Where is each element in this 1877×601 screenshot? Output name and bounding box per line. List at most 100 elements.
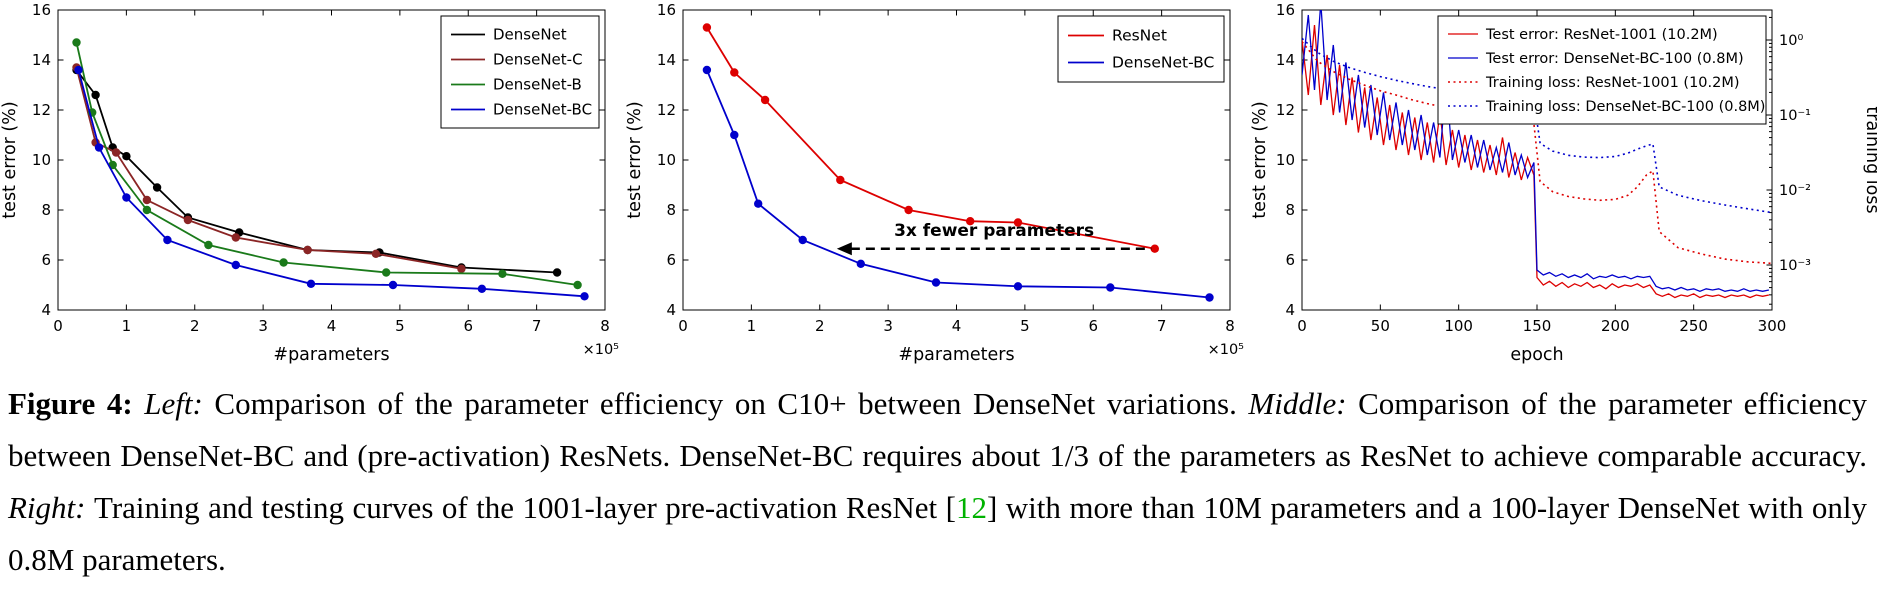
- caption-segment: Right:: [8, 490, 94, 526]
- annotation-text: 3x fewer parameters: [894, 221, 1094, 241]
- legend: Test error: ResNet-1001 (10.2M) Test erro…: [1437, 15, 1767, 125]
- data-point: [754, 199, 763, 208]
- y-tick-label: 8: [41, 201, 51, 219]
- plot-area: [1302, 10, 1772, 299]
- y-tick-label: 16: [1276, 1, 1295, 19]
- data-point: [856, 259, 865, 268]
- y-tick-label: 12: [32, 101, 51, 119]
- legend-label: Training loss: ResNet-1001 (10.2M): [1485, 75, 1740, 91]
- y-tick-label: 6: [666, 251, 676, 269]
- middle-chart: 0 1 2 3 4 5 6 7 8 4 6 8 10 12 14 16 #parameters test erro…: [625, 0, 1250, 376]
- data-point: [904, 205, 913, 215]
- caption-segment: Training and testing curves of the 1001-…: [93, 490, 956, 526]
- y-tick-label: 6: [41, 251, 51, 269]
- x-tick-label: 0: [1297, 317, 1307, 335]
- legend-label: DenseNet-BC: [1112, 54, 1214, 72]
- data-point: [142, 195, 152, 205]
- y-tick-label: 14: [657, 51, 676, 69]
- data-point: [122, 193, 131, 202]
- y-tick-label: 12: [1276, 101, 1295, 119]
- y-tick-label: 16: [32, 1, 51, 19]
- legend-label: DenseNet-C: [493, 51, 583, 69]
- x-tick-label: 5: [395, 317, 405, 335]
- series-line: [75, 67, 462, 270]
- x-tick-label: 3: [883, 317, 893, 335]
- right-y-axis-label: training loss: [1862, 106, 1877, 213]
- x-tick-label: 8: [600, 317, 610, 335]
- y-tick-label: 14: [32, 51, 51, 69]
- y-tick-label: 10: [657, 151, 676, 169]
- x-tick-label: 50: [1371, 317, 1390, 335]
- data-point: [142, 205, 152, 215]
- y-tick-label: 4: [666, 301, 676, 319]
- x-tick-label: 150: [1523, 317, 1552, 335]
- x-tick-label: 4: [952, 317, 962, 335]
- right-tick-label: 10⁻²: [1779, 183, 1811, 199]
- data-point: [91, 90, 100, 100]
- x-tick-label: 0: [53, 317, 63, 335]
- data-point: [730, 130, 739, 140]
- right-tick-label: 10⁻¹: [1779, 108, 1811, 124]
- y-tick-label: 10: [32, 151, 51, 169]
- x-axis-label: epoch: [1510, 345, 1563, 365]
- data-point: [204, 240, 213, 250]
- x-tick-label: 250: [1679, 317, 1708, 335]
- data-point: [573, 280, 582, 290]
- series-line: [706, 27, 1155, 250]
- y-axis-label: test error (%): [625, 101, 645, 218]
- x-tick-label: 1: [122, 317, 132, 335]
- data-point: [1106, 283, 1115, 292]
- data-point: [122, 152, 131, 161]
- data-point: [966, 217, 975, 226]
- legend-label: Test error: ResNet-1001 (10.2M): [1485, 27, 1718, 43]
- x-tick-label: 1: [747, 317, 757, 335]
- data-point: [730, 68, 739, 77]
- x-tick-label: 7: [1157, 317, 1167, 335]
- data-point: [152, 183, 162, 192]
- y-tick-label: 4: [41, 301, 51, 319]
- data-point: [231, 260, 240, 270]
- data-point: [1205, 293, 1214, 302]
- x-tick-label: 7: [532, 317, 542, 335]
- data-point: [74, 65, 83, 75]
- data-point: [760, 95, 770, 105]
- plot-area: [72, 38, 589, 301]
- x-tick-label: 3: [258, 317, 268, 335]
- legend: DenseNet DenseNet-C DenseNet-B DenseNet-BC: [440, 15, 600, 129]
- y-axis-label: test error (%): [1250, 101, 1270, 218]
- data-point: [1150, 244, 1159, 253]
- caption-segment: Comparison of the parameter efficiency o…: [214, 386, 1249, 421]
- x-tick-label: 6: [463, 317, 473, 335]
- y-tick-label: 8: [1285, 201, 1295, 219]
- data-point: [303, 245, 312, 255]
- legend-label: DenseNet-B: [493, 76, 582, 94]
- right-tick-label: 10⁰: [1779, 33, 1803, 49]
- series-line: [706, 69, 1210, 299]
- x-tick-label: 300: [1758, 317, 1787, 335]
- left-chart: 0 1 2 3 4 5 6 7 8 4 6 8 10 12 14 16 #parameters test erro…: [0, 0, 625, 376]
- right-chart: 0 50 100 150 200 250 300 4 6 8 10 12 14 16 10⁰ 10⁻¹ 10⁻²…: [1250, 0, 1877, 376]
- data-point: [457, 264, 466, 273]
- data-point: [231, 233, 240, 242]
- caption-segment: Figure 4:: [8, 386, 145, 421]
- y-axis-label: test error (%): [0, 101, 20, 218]
- data-point: [382, 268, 391, 277]
- data-point: [702, 65, 712, 75]
- x-axis-offset-label: ×10⁵: [583, 342, 620, 358]
- data-point: [1013, 282, 1023, 291]
- caption-segment: Left:: [144, 386, 215, 421]
- data-point: [580, 292, 589, 301]
- data-point: [72, 38, 81, 47]
- data-point: [702, 23, 712, 32]
- y-tick-label: 16: [657, 1, 676, 19]
- caption-segment: Middle:: [1248, 386, 1359, 421]
- y-tick-label: 14: [1276, 51, 1295, 69]
- x-tick-label: 8: [1225, 317, 1235, 335]
- x-tick-label: 100: [1444, 317, 1473, 335]
- caption-segment: ] with more than 10M parameters and a 10…: [8, 490, 1867, 578]
- figure-panels: 0 1 2 3 4 5 6 7 8 4 6 8 10 12 14 16 #parameters test erro…: [0, 0, 1877, 376]
- citation-link[interactable]: 12: [955, 490, 987, 526]
- data-point: [183, 215, 193, 225]
